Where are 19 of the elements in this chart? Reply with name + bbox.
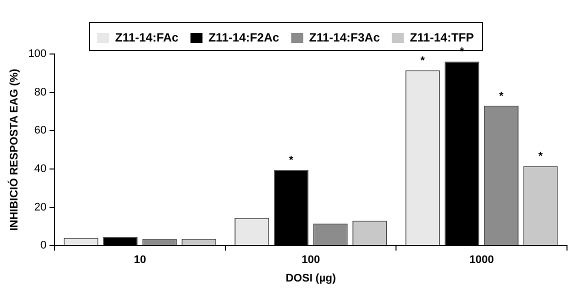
y-axis-title: INHIBICIÓ RESPOSTA EAG (%) (8, 68, 21, 231)
x-tick-label: 10 (134, 254, 146, 266)
y-tick-label: 40 (34, 162, 47, 175)
legend-label: Z11-14:TFP (410, 30, 474, 44)
data-label: * (420, 54, 426, 67)
y-tick-label: 20 (34, 201, 47, 214)
legend-label: Z11-14:F3Ac (309, 30, 380, 44)
x-axis-title: DOSI (µg) (286, 272, 336, 284)
legend-label: Z11-14:F2Ac (208, 30, 280, 44)
x-tick-label: 100 (302, 254, 320, 266)
data-label: * (499, 90, 504, 102)
legend-label: Z11-14:FAc (115, 30, 179, 44)
data-label: * (288, 154, 294, 166)
y-tick-label: 0 (40, 240, 47, 252)
y-tick-label: 100 (28, 48, 47, 60)
y-tick-label: 80 (34, 86, 47, 98)
x-tick-label: 1000 (469, 254, 494, 266)
data-label: * (538, 150, 544, 163)
y-tick-label: 60 (34, 124, 47, 137)
